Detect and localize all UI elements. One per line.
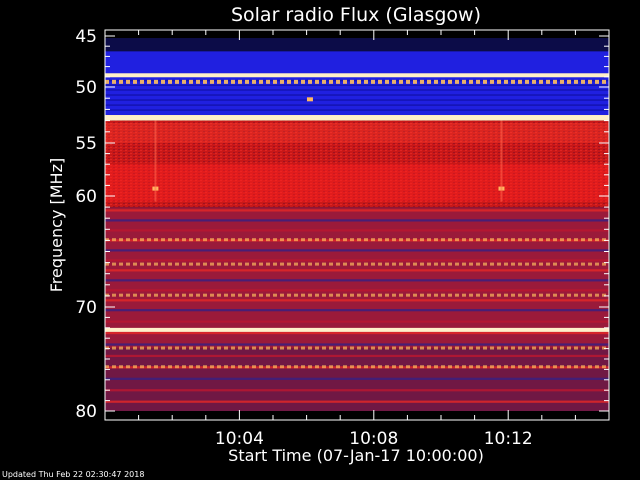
- y-tick-label: 60: [75, 187, 97, 207]
- noise-row: [105, 259, 609, 262]
- y-tick-label: 55: [75, 134, 97, 154]
- band-highlight: [105, 122, 609, 143]
- updated-timestamp: Updated Thu Feb 22 02:30:47 2018: [2, 470, 144, 479]
- intermittent-line-blue: [105, 79, 609, 84]
- bright-line-0: [105, 73, 609, 78]
- noise-row: [105, 94, 609, 96]
- intermittent-line-2: [105, 346, 609, 350]
- noise-row: [105, 89, 609, 91]
- noise-row: [105, 309, 609, 312]
- chart-title: Solar radio Flux (Glasgow): [231, 4, 481, 26]
- intermittent-line-4: [105, 365, 609, 369]
- noise-row: [105, 249, 609, 252]
- bright-line-2: [105, 327, 609, 332]
- hot-spot-2: [306, 97, 313, 102]
- band-0: [105, 38, 609, 52]
- noise-row: [105, 104, 609, 106]
- y-tick-label: 80: [75, 402, 97, 422]
- plot-area: [104, 29, 610, 421]
- noise-row: [105, 229, 609, 232]
- noise-row: [105, 279, 609, 282]
- noise-row: [105, 389, 609, 392]
- noise-row: [105, 354, 609, 358]
- y-axis: 45 50 55 60 70 80: [75, 27, 609, 422]
- noise-row: [105, 109, 609, 111]
- intermittent-line-3: [105, 262, 609, 266]
- band-6: [105, 207, 609, 349]
- noise-row: [105, 219, 609, 222]
- spectrogram-bands: [105, 38, 609, 411]
- intermittent-line-0: [105, 238, 609, 242]
- noise-row: [105, 99, 609, 101]
- x-axis: 10:04 10:08 10:12: [138, 30, 576, 449]
- x-tick-label: 10:12: [484, 429, 533, 449]
- vertical-trace-0: [154, 120, 157, 202]
- vertical-trace-1: [500, 120, 503, 202]
- noise-row: [105, 289, 609, 292]
- y-tick-label: 50: [75, 78, 97, 98]
- plot-frame: [104, 29, 610, 421]
- x-tick-label: 10:08: [349, 429, 398, 449]
- noise-row: [105, 331, 609, 335]
- intermittent-line-1: [105, 293, 609, 297]
- x-tick-label: 10:04: [215, 429, 264, 449]
- noise-row: [105, 343, 609, 346]
- noise-row: [105, 377, 609, 380]
- band-5: [105, 120, 609, 208]
- bright-line-1: [105, 115, 609, 120]
- y-axis-label: Frequency [MHz]: [47, 158, 66, 292]
- noise-row: [105, 209, 609, 212]
- noise-row: [105, 269, 609, 272]
- y-tick-label: 45: [75, 27, 97, 47]
- noise-row: [105, 84, 609, 86]
- hot-spots: [152, 97, 505, 202]
- band-1: [105, 51, 609, 74]
- noise-row: [105, 299, 609, 302]
- x-axis-label: Start Time (07-Jan-17 10:00:00): [228, 446, 484, 465]
- noise-row: [105, 400, 609, 403]
- y-tick-label: 70: [75, 298, 97, 318]
- band-highlight: [105, 164, 609, 202]
- noise-row: [105, 320, 609, 323]
